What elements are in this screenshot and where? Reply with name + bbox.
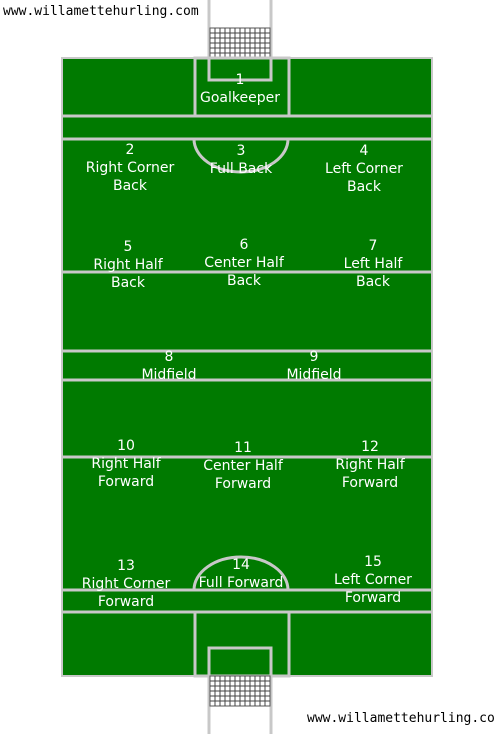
position-name: Midfield xyxy=(141,367,197,383)
position-name: Left Corner Forward xyxy=(334,572,412,606)
position-6: 6 Center Half Back xyxy=(204,236,284,290)
position-name: Right Half Back xyxy=(93,257,163,291)
position-2: 2 Right Corner Back xyxy=(86,141,174,195)
position-3: 3 Full Back xyxy=(210,142,272,178)
position-name: Center Half Forward xyxy=(203,458,283,492)
position-number: 7 xyxy=(368,238,378,254)
position-number: 13 xyxy=(117,558,135,574)
position-name: Full Forward xyxy=(198,575,284,591)
field-markings xyxy=(62,56,432,678)
position-name: Midfield xyxy=(286,367,342,383)
position-name: Left Corner Back xyxy=(325,161,403,195)
position-10: 10 Right Half Forward xyxy=(91,437,160,491)
website-url-top: www.willamettehurling.com xyxy=(3,4,199,19)
position-name: Full Back xyxy=(209,161,273,177)
position-number: 10 xyxy=(117,438,135,454)
position-number: 14 xyxy=(232,557,250,573)
position-number: 6 xyxy=(239,237,249,253)
position-number: 11 xyxy=(234,440,252,456)
field xyxy=(61,57,433,677)
position-number: 1 xyxy=(235,72,245,88)
position-9: 9 Midfield xyxy=(286,348,341,384)
position-number: 12 xyxy=(361,439,379,455)
top-goal xyxy=(207,0,273,59)
position-name: Left Half Back xyxy=(343,256,403,290)
position-8: 8 Midfield xyxy=(141,348,196,384)
position-name: Goalkeeper xyxy=(200,90,280,106)
position-number: 15 xyxy=(364,554,382,570)
position-1: 1 Goalkeeper xyxy=(200,71,280,107)
position-7: 7 Left Half Back xyxy=(344,237,403,291)
position-5: 5 Right Half Back xyxy=(93,238,162,292)
position-name: Right Corner Back xyxy=(85,160,175,194)
position-number: 9 xyxy=(309,349,319,365)
position-12: 12 Right Half Forward xyxy=(335,438,404,492)
position-number: 8 xyxy=(164,349,174,365)
position-number: 3 xyxy=(236,143,246,159)
bottom-goal xyxy=(207,675,273,734)
position-name: Right Corner Forward xyxy=(81,576,171,610)
position-14: 14 Full Forward xyxy=(199,556,284,592)
position-4: 4 Left Corner Back xyxy=(325,142,403,196)
position-11: 11 Center Half Forward xyxy=(203,439,283,493)
position-13: 13 Right Corner Forward xyxy=(82,557,170,611)
position-name: Right Half Forward xyxy=(91,456,161,490)
position-name: Center Half Back xyxy=(204,255,284,289)
position-number: 2 xyxy=(125,142,135,158)
position-number: 4 xyxy=(359,143,369,159)
position-15: 15 Left Corner Forward xyxy=(334,553,412,607)
position-number: 5 xyxy=(123,239,133,255)
position-name: Right Half Forward xyxy=(335,457,405,491)
website-url-bottom: www.willamettehurling.com xyxy=(307,711,495,726)
